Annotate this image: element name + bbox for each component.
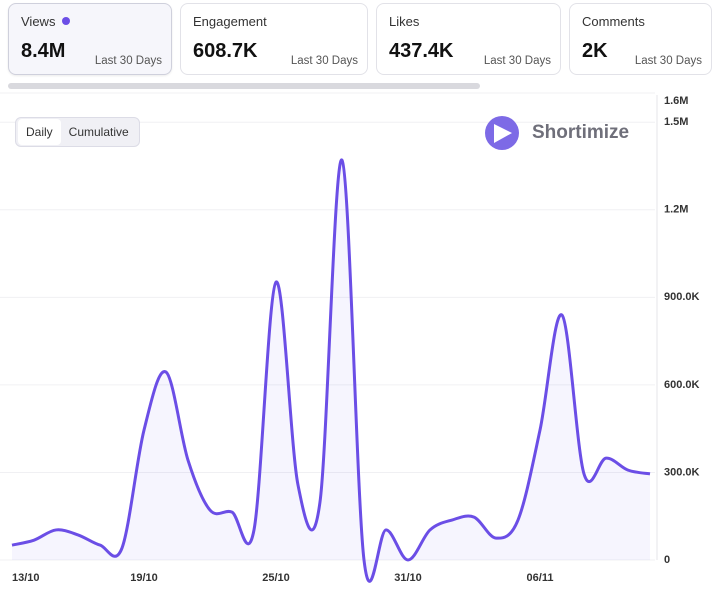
x-tick-label: 13/10: [12, 572, 40, 584]
y-tick-label: 1.5M: [664, 116, 688, 128]
scrollbar[interactable]: [8, 83, 480, 89]
x-tick-label: 06/11: [527, 572, 554, 584]
card-title: Likes: [389, 14, 420, 29]
card-title: Views: [21, 14, 71, 29]
card-value: 437.4K: [389, 40, 454, 62]
card-period: Last 30 Days: [634, 55, 702, 67]
card[interactable]: Comments 2K Last 30 Days: [569, 3, 712, 75]
y-tick-label: 900.0K: [664, 291, 700, 303]
brand-logo-mark: [494, 124, 512, 143]
card-title: Comments: [582, 14, 645, 29]
card-period: Last 30 Days: [290, 55, 358, 67]
x-tick-label: 25/10: [262, 572, 290, 584]
y-tick-label: 1.6M: [664, 95, 688, 107]
brand: Shortimize: [485, 116, 629, 150]
y-tick-label: 1.2M: [664, 204, 688, 216]
card-period: Last 30 Days: [483, 55, 551, 67]
toggle-cumulative[interactable]: Cumulative: [68, 125, 129, 139]
card-title-text: Views: [21, 14, 56, 29]
dot: [62, 17, 71, 25]
toggle-daily[interactable]: Daily: [18, 119, 61, 145]
x-tick-label: 31/10: [394, 572, 422, 584]
y-tick-label: 600.0K: [664, 379, 700, 391]
y-tick-label: 0: [664, 554, 670, 566]
area: [12, 159, 650, 582]
card[interactable]: Likes 437.4K Last 30 Days: [376, 3, 561, 75]
y-tick-label: 300.0K: [664, 466, 700, 478]
line: [11, 158, 651, 583]
card[interactable]: Views 8.4M Last 30 Days: [8, 3, 172, 75]
brand-name: Shortimize: [532, 122, 629, 143]
card[interactable]: Engagement 608.7K Last 30 Days: [180, 3, 368, 75]
toggle: Daily Cumulative: [15, 117, 140, 147]
card-title: Engagement: [193, 14, 267, 29]
card-value: 8.4M: [21, 40, 66, 62]
card-value: 2K: [582, 40, 608, 62]
x-tick-label: 19/10: [130, 572, 158, 584]
card-value: 608.7K: [193, 40, 258, 62]
card-period: Last 30 Days: [94, 55, 162, 67]
